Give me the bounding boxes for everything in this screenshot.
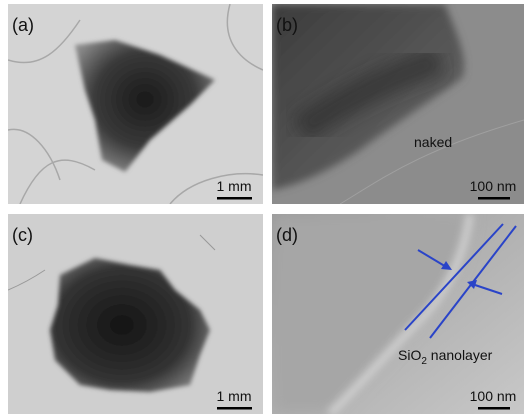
annotation-text: nanolayer <box>427 347 493 363</box>
scale-bar <box>478 407 510 410</box>
scale-bar-label: 1 mm <box>217 388 252 404</box>
panel-a <box>8 4 263 204</box>
annotation: naked <box>414 134 452 150</box>
scale-bar-label: 100 nm <box>470 178 517 194</box>
scale-bar-label: 1 mm <box>217 178 252 194</box>
annotation-text: SiO <box>398 347 421 363</box>
page: {"panels": [ {"label": "(a)", "scale_bar… <box>0 0 526 420</box>
panel-label: (d) <box>276 225 298 245</box>
figure: (a) (b) (c) (d) 1 mm 100 nm 1 mm 100 nm … <box>0 0 526 420</box>
scale-bar-label: 100 nm <box>470 388 517 404</box>
panel-label: (c) <box>12 225 33 245</box>
scale-bar <box>217 197 252 200</box>
panel-c <box>8 214 263 414</box>
panel-d <box>272 214 524 414</box>
scale-bar <box>217 407 252 410</box>
panel-label: (b) <box>276 15 298 35</box>
scale-bar <box>478 197 510 200</box>
panel-label: (a) <box>12 15 34 35</box>
panel-b <box>272 4 524 204</box>
